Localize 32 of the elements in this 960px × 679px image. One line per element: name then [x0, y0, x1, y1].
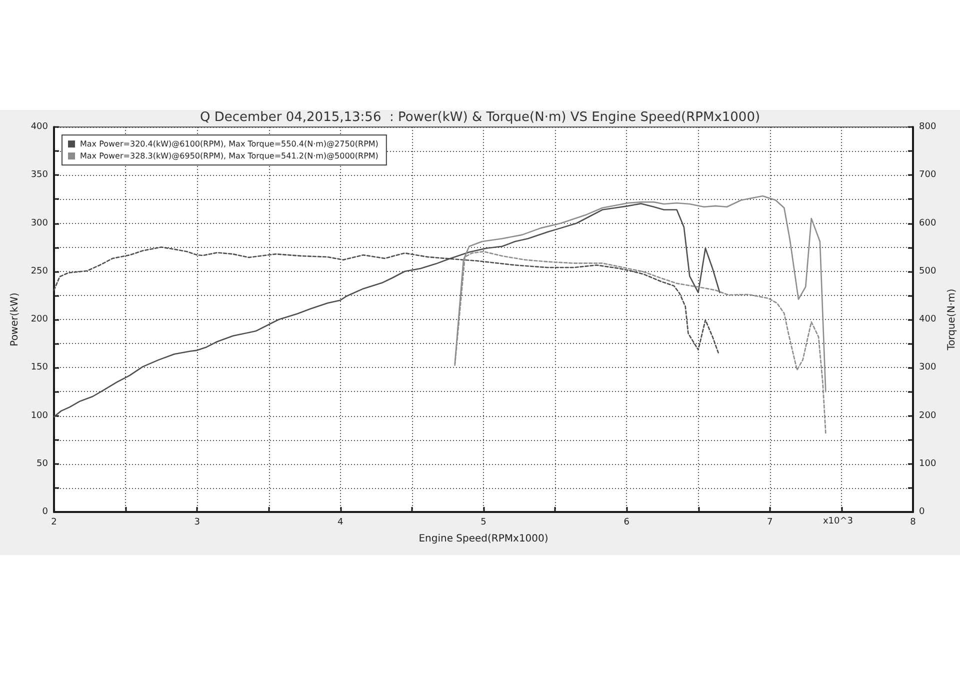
- y2-tick-label: 400: [919, 314, 936, 324]
- y2-tick-label: 500: [919, 266, 936, 276]
- y2-tick-label: 300: [919, 362, 936, 373]
- x-tick-label: 4: [337, 518, 344, 528]
- legend-label: Max Power=328.3(kW)@6950(RPM), Max Torque=541.2(N·m)@5000(RPM): [80, 152, 378, 160]
- text: x10^3: [822, 516, 853, 526]
- y2-tick-label: 800: [919, 122, 936, 132]
- y2-tick-label: 700: [919, 170, 936, 180]
- legend-label: Max Power=320.4(kW)@6100(RPM), Max Torque=550.4(N·m)@2750(RPM): [80, 140, 378, 148]
- y-tick-label: 300: [30, 218, 48, 228]
- x-tick-label: 5: [480, 518, 486, 528]
- chart-title: Q December 04,2015,13:56 : Power(kW) & Torque(N·m) VS Engine Speed(RPMx1000): [200, 110, 760, 125]
- y-tick-label: 400: [30, 122, 48, 132]
- y2-tick-label: 100: [919, 458, 936, 469]
- x-tick-label: 6: [624, 518, 630, 528]
- y-axis-title: Power(kW): [9, 292, 20, 346]
- y-tick-label: 150: [30, 362, 48, 373]
- y-tick-label: 100: [30, 410, 48, 421]
- x-tick-label: 2: [51, 518, 57, 528]
- x-tick-label: 7: [766, 518, 773, 528]
- x-tick-label: 8: [910, 518, 916, 528]
- y2-tick-label: 600: [919, 218, 936, 228]
- y-tick-label: 200: [30, 314, 48, 324]
- y2-tick-label: 0: [919, 507, 925, 517]
- x-axis-title: Engine Speed(RPMx1000): [418, 534, 548, 544]
- y-tick-label: 250: [30, 266, 48, 276]
- y2-tick-label: 200: [919, 410, 936, 421]
- x-tick-label: 3: [194, 518, 200, 528]
- y-tick-label: 0: [42, 507, 48, 517]
- y-tick-label: 50: [36, 458, 48, 469]
- y2-axis-title: Torque(N·m): [946, 288, 958, 352]
- y-tick-label: 350: [30, 170, 48, 180]
